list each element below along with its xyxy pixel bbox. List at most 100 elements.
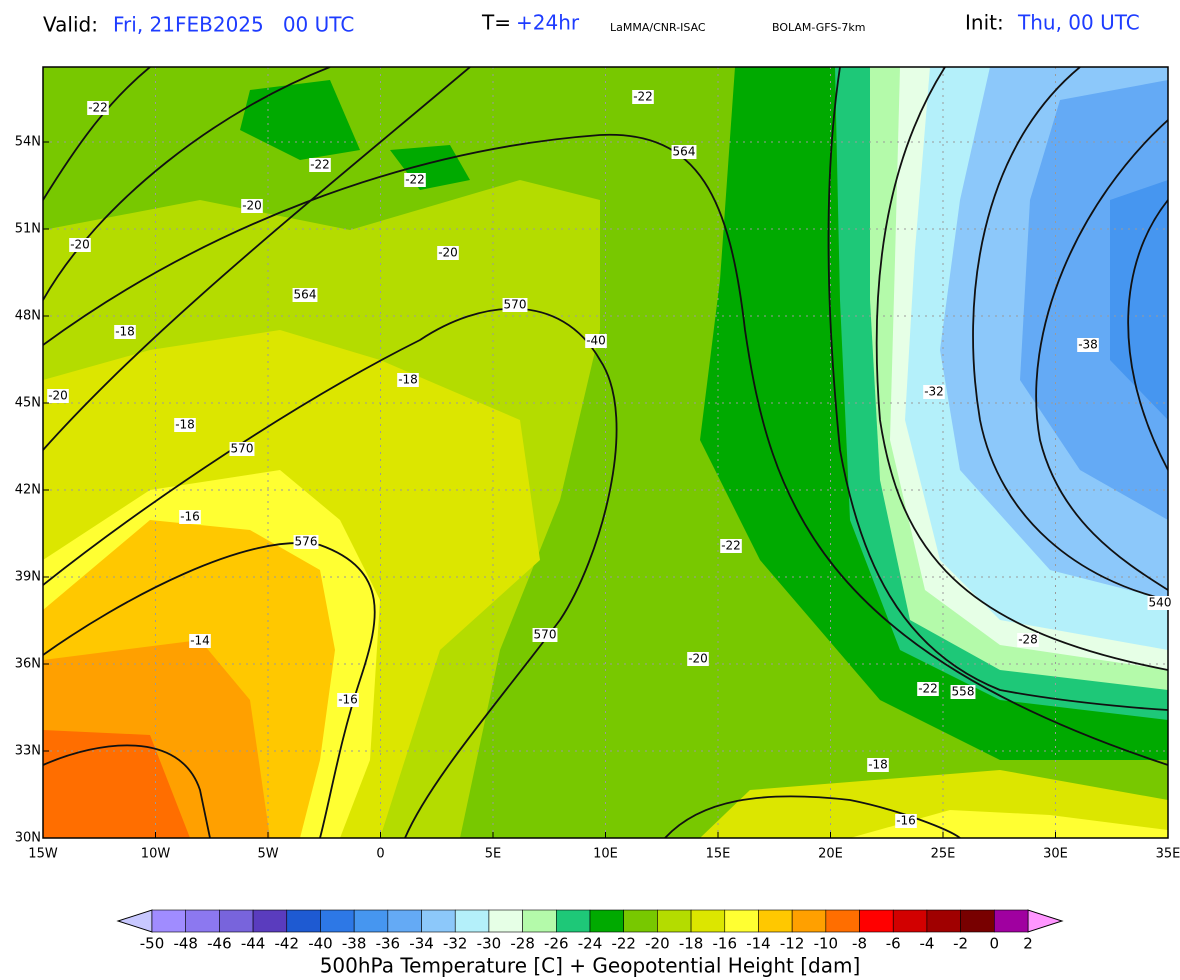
colorbar-box (286, 909, 321, 933)
height-label-bg (502, 298, 528, 312)
colorbar-label: -16 (713, 935, 738, 953)
colorbar-label: -50 (140, 935, 165, 953)
contour (1035, 119, 1168, 591)
colorbar-low-end (116, 909, 153, 933)
lat-label: 42N (15, 483, 41, 498)
height-label: 558 (952, 685, 975, 699)
temperature-band (43, 730, 190, 838)
colorbar-label: -6 (886, 935, 901, 953)
colorbar-box (219, 909, 254, 933)
colorbar-box (859, 909, 894, 933)
colorbar-label: -30 (477, 935, 502, 953)
colorbar-label: -42 (275, 935, 300, 953)
colorbar-label: -36 (376, 935, 401, 953)
colorbar-box (960, 909, 995, 933)
lon-label: 15W (28, 847, 58, 862)
colorbar-label: -18 (679, 935, 704, 953)
lon-label: 25E (931, 847, 956, 862)
lat-label: 45N (15, 396, 41, 411)
lon-label: 30E (1043, 847, 1068, 862)
height-label-bg (950, 685, 976, 699)
colorbar-label: -28 (510, 935, 535, 953)
colorbar-label: -34 (409, 935, 434, 953)
contour (43, 67, 331, 301)
colorbar-box (387, 909, 422, 933)
temperature-label-bg (87, 101, 109, 115)
temperature-label: -16 (896, 814, 916, 828)
height-label: 564 (294, 288, 317, 302)
lon-label: 5W (257, 847, 278, 862)
temperature-label-bg (1077, 338, 1099, 352)
contour (875, 67, 1168, 671)
colorbar-label: -24 (578, 935, 603, 953)
contour (43, 133, 1168, 766)
temperature-label-bg (189, 634, 211, 648)
temperature-label: -16 (180, 510, 200, 524)
colorbar-box (488, 909, 523, 933)
temperature-label-bg (309, 158, 331, 172)
height-contours (43, 67, 1168, 838)
colorbar-label: -4 (919, 935, 934, 953)
temperature-label: -22 (310, 158, 330, 172)
temperature-label-bg (437, 246, 459, 260)
lat-label: 33N (15, 744, 41, 759)
temperature-label-bg (404, 173, 426, 187)
colorbar-box (657, 909, 692, 933)
height-label-bg (671, 145, 697, 159)
temperature-band (1110, 180, 1168, 420)
colorbar-label: -10 (814, 935, 839, 953)
colorbar-label: -48 (173, 935, 198, 953)
colorbar-label: -8 (852, 935, 867, 953)
height-label: 570 (534, 628, 557, 642)
lon-label: 5E (485, 847, 502, 862)
colorbar-box (623, 909, 658, 933)
temperature-label: -20 (70, 238, 90, 252)
temperature-label: -14 (190, 634, 210, 648)
colorbar-label: -44 (241, 935, 266, 953)
contour (43, 542, 376, 838)
lon-label: 10W (141, 847, 171, 862)
colorbar-label: -2 (953, 935, 968, 953)
colorbar-label: -14 (746, 935, 771, 953)
colorbar-box (185, 909, 220, 933)
contour (827, 67, 1168, 711)
height-label: 570 (231, 442, 254, 456)
temperature-field (43, 67, 1168, 838)
temperature-label: -18 (115, 325, 135, 339)
temperature-label-bg (923, 385, 945, 399)
colorbar-box (926, 909, 961, 933)
height-label-bg (293, 535, 319, 549)
temperature-label: -20 (438, 246, 458, 260)
colorbar-box (421, 909, 456, 933)
contour (43, 307, 618, 838)
colorbar: -50 -48 -46 -44 -42 -40 -38 -36 -34 -32 -30 -28 -26-… (116, 909, 1064, 953)
colorbar-label: -40 (308, 935, 333, 953)
temperature-label-bg (720, 539, 742, 553)
init-value: Thu, 00 UTC (1017, 11, 1140, 35)
colorbar-label: -22 (611, 935, 636, 953)
colorbar-title: 500hPa Temperature [C] + Geopotential He… (320, 954, 861, 978)
colorbar-label: -38 (342, 935, 367, 953)
height-label: 540 (1149, 596, 1172, 610)
temperature-label: -38 (1078, 338, 1098, 352)
temperature-label: -22 (721, 539, 741, 553)
colorbar-box (151, 909, 186, 933)
lon-label: 20E (818, 847, 843, 862)
step-value: +24hr (516, 11, 580, 35)
colorbar-box (758, 909, 793, 933)
temperature-label: -20 (48, 389, 68, 403)
temperature-label-bg (174, 418, 196, 432)
temperature-label: -22 (918, 682, 938, 696)
height-label: 564 (673, 145, 696, 159)
temperature-label: -40 (586, 334, 606, 348)
valid-value: Fri, 21FEB2025 00 UTC (113, 13, 354, 37)
temperature-label: -22 (633, 90, 653, 104)
contour (43, 67, 151, 201)
temperature-label: -18 (175, 418, 195, 432)
temperature-label-bg (632, 90, 654, 104)
colorbar-box (556, 909, 591, 933)
lat-label: 36N (15, 657, 41, 672)
contour (1127, 199, 1168, 471)
temperature-band (850, 810, 1168, 838)
colorbar-label: -32 (443, 935, 468, 953)
